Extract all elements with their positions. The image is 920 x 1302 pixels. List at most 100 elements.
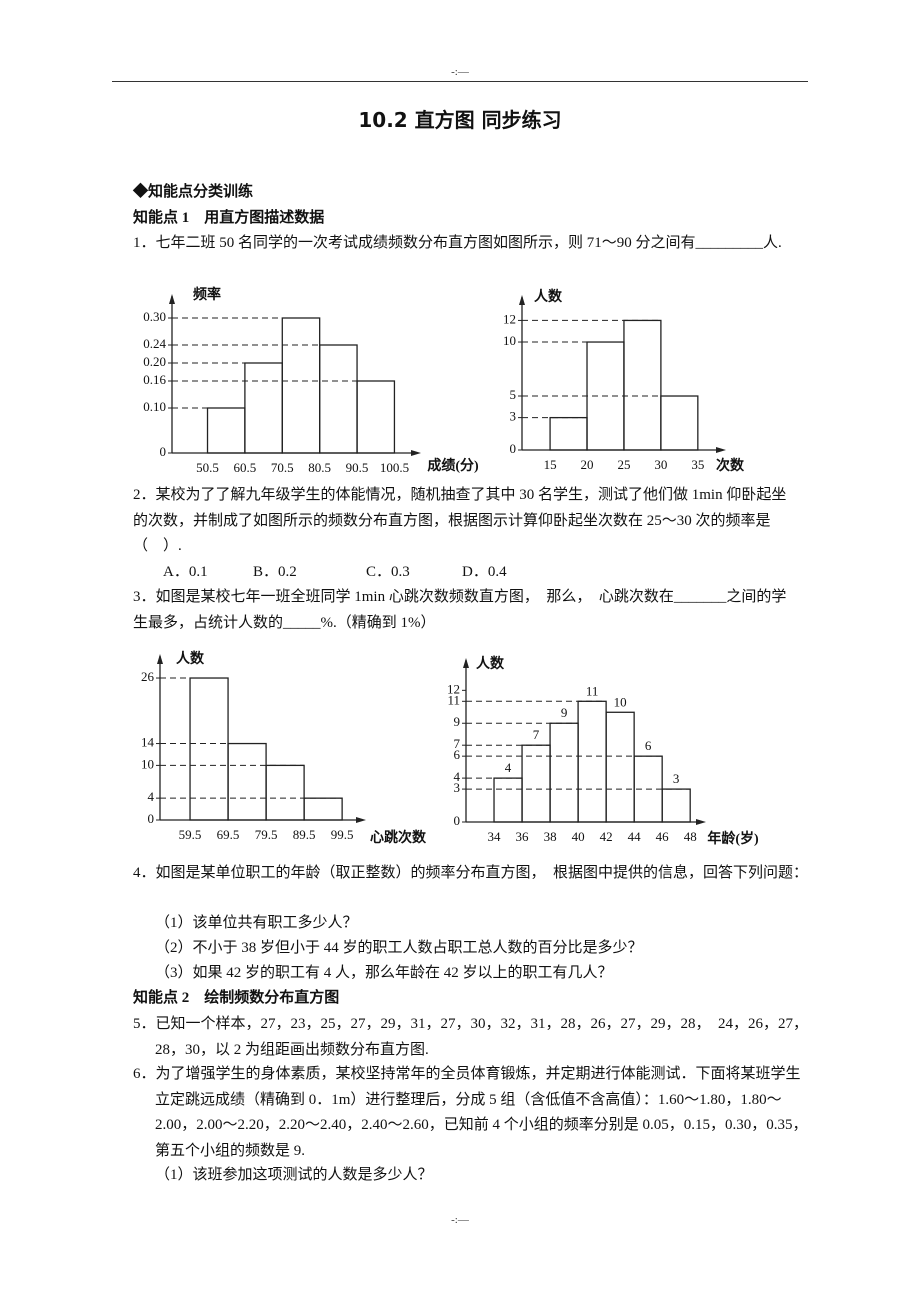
data-label: 4 (505, 760, 512, 775)
bar (244, 362, 283, 454)
x-axis-label: 心跳次数 (370, 829, 427, 846)
axis-arrow (519, 295, 525, 305)
y-tick-label: 6 (454, 747, 461, 762)
y-tick-label: 26 (141, 669, 155, 684)
sub-question: （1）该单位共有职工多少人？ (155, 915, 358, 931)
y-tick-label: 0.16 (143, 372, 166, 387)
question: 4．如图是某单位职工的年龄（取正整数）的频率分布直方图， 根据图中提供的信息，回… (133, 865, 809, 881)
x-tick-label: 60.5 (234, 460, 257, 475)
x-tick-label: 40 (572, 829, 585, 844)
y-tick-label: 0 (454, 813, 461, 828)
data-label: 11 (586, 683, 599, 698)
bar (281, 317, 321, 454)
data-label: 3 (673, 771, 680, 786)
x-tick-label: 46 (656, 829, 670, 844)
x-tick-label: 20 (581, 457, 594, 472)
y-axis-label: 频率 (193, 286, 221, 303)
y-tick-label: 14 (141, 735, 155, 750)
x-tick-label: 100.5 (380, 460, 409, 475)
question: 2．某校为了了解九年级学生的体能情况，随机抽查了其中 30 名学生，测试了他们做… (133, 487, 787, 554)
y-tick-label: 0.20 (143, 354, 166, 369)
topic-heading: 知能点 1 用直方图描述数据 (133, 210, 325, 226)
x-axis-label: 次数 (716, 457, 745, 474)
header-mark: -:— (451, 66, 469, 78)
y-tick-label: 4 (454, 769, 461, 784)
section-heading: ◆知能点分类训练 (133, 184, 254, 200)
option: B．0.2 (253, 564, 297, 580)
header-rule (112, 81, 808, 82)
bar (623, 319, 662, 451)
bar (549, 416, 588, 451)
x-tick-label: 48 (684, 829, 697, 844)
y-tick-label: 3 (454, 780, 461, 795)
bar (303, 797, 343, 821)
question: 1．七年二班 50 名同学的一次考试成绩频数分布直方图如图所示，则 71～90 … (133, 235, 782, 251)
footer-mark: -:— (451, 1214, 469, 1226)
x-tick-label: 50.5 (196, 460, 219, 475)
data-label: 9 (561, 705, 568, 720)
y-tick-label: 0.10 (143, 399, 166, 414)
y-tick-label: 9 (454, 714, 461, 729)
bar (521, 744, 551, 823)
x-tick-label: 42 (600, 829, 613, 844)
y-tick-label: 0 (148, 811, 155, 826)
bar (227, 742, 267, 821)
axis-arrow (157, 654, 163, 664)
axis-arrow (696, 819, 706, 825)
sub-question: （3）如果 42 岁的职工有 4 人，那么年龄在 42 岁以上的职工有几人？ (155, 965, 613, 981)
question: 3．如图是某校七年一班全班同学 1min 心跳次数频数直方图， 那么， 心跳次数… (133, 589, 787, 631)
bar (605, 711, 635, 823)
sub-question: （2）不小于 38 岁但小于 44 岁的职工人数占职工总人数的百分比是多少？ (155, 940, 643, 956)
y-tick-label: 0 (160, 444, 167, 459)
sub-question: （1）该班参加这项测试的人数是多少人？ (155, 1167, 433, 1183)
x-tick-label: 69.5 (217, 827, 240, 842)
x-tick-label: 38 (544, 829, 557, 844)
axis-arrow (716, 447, 726, 453)
topic-heading: 知能点 2 绘制频数分布直方图 (133, 990, 340, 1006)
x-tick-label: 89.5 (293, 827, 316, 842)
bar (265, 764, 305, 821)
y-tick-label: 5 (510, 387, 517, 402)
title: 10.2 直方图 同步练习 (358, 108, 562, 132)
axis-arrow (463, 658, 469, 668)
x-tick-label: 30 (654, 457, 667, 472)
x-axis-label: 年龄(岁) (707, 830, 759, 847)
bar (206, 407, 246, 454)
y-tick-label: 4 (148, 789, 155, 804)
y-tick-label: 10 (503, 333, 516, 348)
bar (493, 777, 523, 823)
y-tick-label: 10 (141, 756, 154, 771)
option: A．0.1 (163, 564, 208, 580)
y-tick-label: 0.24 (143, 336, 166, 351)
bar (549, 722, 579, 823)
axis-arrow (411, 450, 421, 456)
question: 5．已知一个样本，27，23，25，27，29，31，27，30，32，31，2… (133, 1016, 809, 1058)
axis-arrow (356, 817, 366, 823)
x-tick-label: 70.5 (271, 460, 294, 475)
bar (660, 395, 699, 451)
x-tick-label: 36 (516, 829, 530, 844)
option: D．0.4 (462, 564, 507, 580)
x-tick-label: 90.5 (346, 460, 369, 475)
y-tick-label: 0.30 (143, 309, 166, 324)
y-axis-label: 人数 (476, 655, 505, 672)
data-label: 6 (645, 738, 652, 753)
x-tick-label: 99.5 (331, 827, 354, 842)
axis-arrow (169, 294, 175, 304)
x-axis-label: 成绩(分) (427, 457, 479, 474)
y-tick-label: 7 (454, 736, 461, 751)
data-label: 7 (533, 727, 540, 742)
y-tick-label: 0 (510, 441, 517, 456)
y-tick-label: 12 (503, 311, 516, 326)
bar (319, 344, 358, 454)
question: 6．为了增强学生的身体素质，某校坚持常年的全员体育锻炼，并定期进行体能测试．下面… (133, 1066, 808, 1159)
x-tick-label: 59.5 (179, 827, 202, 842)
x-tick-label: 15 (544, 457, 557, 472)
y-tick-label: 11 (447, 692, 460, 707)
bar (356, 380, 396, 454)
x-tick-label: 25 (617, 457, 630, 472)
y-tick-label: 3 (510, 409, 517, 424)
bar (661, 788, 691, 823)
